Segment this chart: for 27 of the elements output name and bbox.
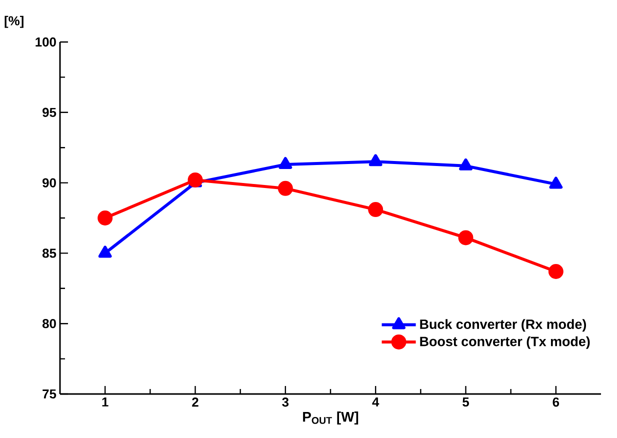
y-tick-label: 90: [42, 178, 56, 188]
point: [98, 210, 113, 226]
point: [368, 154, 382, 166]
point: [368, 202, 384, 218]
point: [278, 157, 292, 169]
y-tick-label: 80: [42, 319, 56, 328]
y-tick-label: 85: [42, 248, 56, 258]
point: [98, 246, 112, 258]
x-tick-label: 1: [102, 398, 108, 406]
x-tick-label: 2: [192, 398, 198, 407]
y-tick-label: 100: [36, 37, 56, 47]
legend-label: Buck converter (Rx mode): [420, 319, 586, 332]
point: [458, 230, 474, 246]
legend-label: Boost converter (Tx mode): [420, 336, 590, 349]
point: [549, 176, 563, 189]
x-tick-label: 4: [372, 398, 380, 406]
point: [278, 180, 293, 196]
point: [188, 172, 203, 188]
y-tick-label: 95: [42, 108, 56, 117]
point: [548, 264, 564, 279]
y-tick-label: 75: [42, 389, 56, 399]
x-tick-label: 6: [552, 398, 560, 407]
y-axis-title: [%]: [4, 16, 24, 28]
point: [459, 158, 472, 170]
x-tick-label: 5: [462, 398, 469, 407]
x-axis-title: P$_{OUT}$ [W]: [303, 412, 358, 425]
x-tick-label: 3: [282, 398, 289, 407]
